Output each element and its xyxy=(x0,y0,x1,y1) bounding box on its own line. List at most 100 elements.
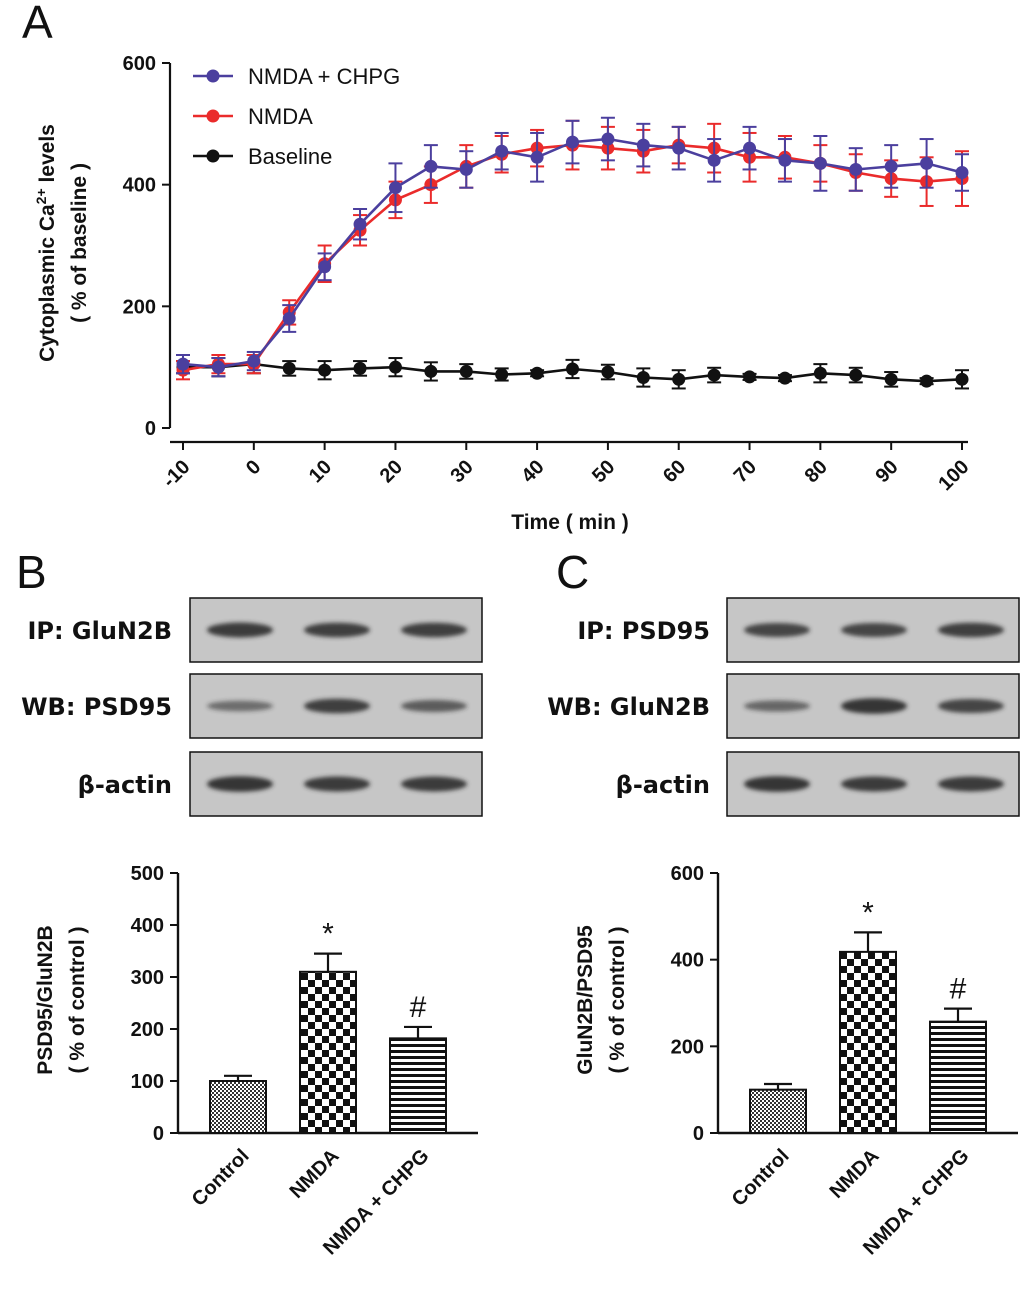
blot-band xyxy=(841,698,907,714)
blot-band xyxy=(401,776,467,792)
chart-a-xlabel: Time ( min ) xyxy=(511,511,628,534)
data-point xyxy=(318,260,332,274)
panel-letter-b: B xyxy=(16,546,47,598)
bar-nmda xyxy=(299,970,357,1134)
blot-band xyxy=(207,776,273,792)
chart-b-y-tick-label: 500 xyxy=(131,863,164,885)
data-point xyxy=(176,357,190,371)
panel-letter-a: A xyxy=(22,0,53,48)
blot-row: β-actin xyxy=(616,751,1020,817)
bar-control xyxy=(209,1080,267,1134)
chart-a-x-tick-label: -10 xyxy=(159,456,195,492)
chart-a-legend: NMDA + CHPG NMDA Baseline xyxy=(193,64,400,169)
category-label-nmda: NMDA xyxy=(826,1145,884,1203)
blot-row: β-actin xyxy=(78,751,483,817)
blot-band xyxy=(938,776,1004,792)
chart-a-y-tick-label: 400 xyxy=(123,175,156,197)
legend-label-baseline: Baseline xyxy=(248,144,332,169)
category-label-control: Control xyxy=(728,1145,794,1211)
chart-a-x-tick-label: 80 xyxy=(801,456,832,487)
blot-row-label: IP: GluN2B xyxy=(27,617,172,645)
data-point xyxy=(353,217,367,231)
series-baseline xyxy=(176,354,969,390)
chart-a-x-tick-label: 20 xyxy=(376,456,407,487)
bar-control xyxy=(749,1088,807,1134)
chart-a-ylabel-end: levels xyxy=(36,124,59,188)
significance-marker: * xyxy=(862,896,874,929)
data-point xyxy=(211,360,225,374)
blot-row: WB: PSD95 xyxy=(21,673,483,739)
data-point xyxy=(813,366,827,380)
data-point xyxy=(495,144,509,158)
chart-a-y-tick-label: 200 xyxy=(123,296,156,318)
data-point xyxy=(813,156,827,170)
bar-nmda-chpg xyxy=(929,1020,987,1135)
data-point xyxy=(707,153,721,167)
blot-band xyxy=(938,699,1004,713)
data-point xyxy=(636,371,650,385)
data-point xyxy=(849,368,863,382)
significance-marker: # xyxy=(410,991,427,1024)
blot-band xyxy=(207,700,273,712)
chart-b-y-tick-label: 200 xyxy=(131,1019,164,1041)
chart-a-axes xyxy=(168,63,968,444)
data-point xyxy=(601,132,615,146)
data-point xyxy=(884,159,898,173)
chart-b-ylabel: PSD95/GluN2B xyxy=(34,925,57,1074)
data-point xyxy=(636,138,650,152)
data-point xyxy=(743,370,757,384)
blot-band xyxy=(744,700,810,712)
chart-c-ylabel: GluN2B/PSD95 xyxy=(574,925,597,1075)
western-blot-b: IP: GluN2B WB: PSD95 β-actin xyxy=(21,597,483,817)
legend-label-nmda: NMDA xyxy=(248,104,313,129)
western-blot-c: IP: PSD95 WB: GluN2B β-actin xyxy=(547,597,1020,817)
data-point xyxy=(601,365,615,379)
chart-a-x-tick-label: 60 xyxy=(659,456,690,487)
bar-nmda-chpg xyxy=(389,1037,447,1134)
blot-band xyxy=(304,776,370,792)
chart-a-x-tick-label: 50 xyxy=(588,456,619,487)
blot-row: WB: GluN2B xyxy=(547,673,1020,739)
blot-band xyxy=(207,622,273,638)
legend-marker-nmda xyxy=(206,109,220,123)
chart-a-x-tick-label: 70 xyxy=(730,456,761,487)
blot-row-label: β-actin xyxy=(616,771,710,799)
data-point xyxy=(884,372,898,386)
legend-marker-baseline xyxy=(206,149,220,163)
chart-a-ylabel: Cytoplasmic Ca2+ levels xyxy=(33,124,59,362)
data-point xyxy=(778,153,792,167)
panel-letter-c: C xyxy=(556,546,589,598)
data-point xyxy=(920,374,934,388)
data-point xyxy=(672,141,686,155)
blot-band xyxy=(304,622,370,638)
blot-row-label: WB: GluN2B xyxy=(547,693,710,721)
category-label-control: Control xyxy=(188,1145,254,1211)
significance-marker: * xyxy=(322,918,334,951)
blot-band xyxy=(938,622,1004,638)
chart-a-series xyxy=(176,116,969,390)
chart-a-ylabel-main: Cytoplasmic Ca xyxy=(36,204,59,362)
significance-marker: # xyxy=(950,973,967,1006)
chart-a-y-tick-label: 0 xyxy=(145,418,156,440)
blot-band xyxy=(401,622,467,638)
chart-a-y-tick-label: 600 xyxy=(123,53,156,75)
chart-b-y-tick-label: 400 xyxy=(131,915,164,937)
blot-row-label: IP: PSD95 xyxy=(577,617,710,645)
chart-a-x-tick-label: 90 xyxy=(871,456,902,487)
chart-a-ylabel-units: ( % of baseline ) xyxy=(68,163,91,323)
data-point xyxy=(318,363,332,377)
blot-band xyxy=(304,698,370,714)
chart-c-y-tick-label: 0 xyxy=(693,1123,704,1145)
chart-a-ylabel-superscript: 2+ xyxy=(33,188,49,204)
data-point xyxy=(743,141,757,155)
blot-band xyxy=(841,623,907,637)
blot-row-label: WB: PSD95 xyxy=(21,693,172,721)
data-point xyxy=(566,362,579,376)
data-point xyxy=(424,364,438,378)
chart-a-x-tick-label: 40 xyxy=(517,456,548,487)
data-point xyxy=(495,367,509,381)
legend-label-nmda-chpg: NMDA + CHPG xyxy=(248,64,400,89)
